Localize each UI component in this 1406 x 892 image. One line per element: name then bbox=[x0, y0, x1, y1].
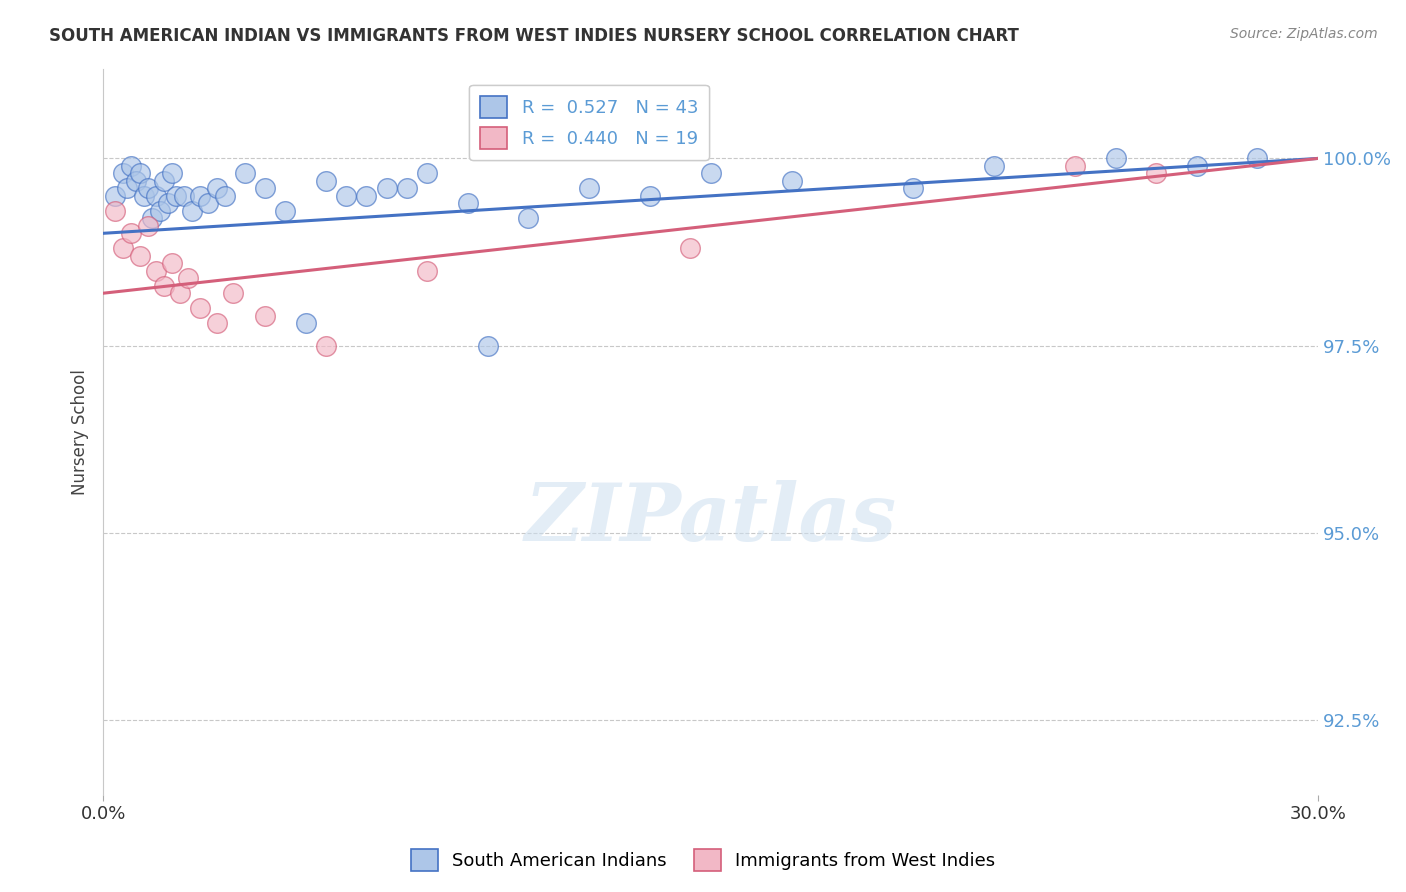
Text: ZIPatlas: ZIPatlas bbox=[524, 480, 897, 558]
Point bbox=[153, 278, 176, 293]
Point bbox=[679, 241, 702, 255]
Point bbox=[254, 181, 277, 195]
Point bbox=[780, 174, 803, 188]
Point bbox=[121, 159, 143, 173]
Point bbox=[188, 189, 211, 203]
Point bbox=[983, 159, 1005, 173]
Point bbox=[128, 166, 150, 180]
Y-axis label: Nursery School: Nursery School bbox=[72, 369, 89, 495]
Point bbox=[638, 189, 661, 203]
Point bbox=[578, 181, 600, 195]
Point bbox=[1144, 166, 1167, 180]
Point bbox=[375, 181, 398, 195]
Point bbox=[214, 189, 236, 203]
Legend: R =  0.527   N = 43, R =  0.440   N = 19: R = 0.527 N = 43, R = 0.440 N = 19 bbox=[470, 85, 709, 160]
Point bbox=[1104, 152, 1126, 166]
Point bbox=[517, 211, 540, 226]
Point bbox=[160, 256, 183, 270]
Point bbox=[901, 181, 924, 195]
Legend: South American Indians, Immigrants from West Indies: South American Indians, Immigrants from … bbox=[404, 842, 1002, 879]
Point bbox=[132, 189, 155, 203]
Point bbox=[145, 264, 167, 278]
Point bbox=[121, 227, 143, 241]
Point bbox=[274, 203, 297, 218]
Point bbox=[395, 181, 418, 195]
Point bbox=[173, 189, 195, 203]
Point bbox=[153, 174, 176, 188]
Point bbox=[112, 241, 135, 255]
Point bbox=[1185, 159, 1208, 173]
Point bbox=[181, 203, 204, 218]
Point bbox=[416, 166, 439, 180]
Point bbox=[1064, 159, 1087, 173]
Point bbox=[315, 174, 337, 188]
Text: SOUTH AMERICAN INDIAN VS IMMIGRANTS FROM WEST INDIES NURSERY SCHOOL CORRELATION : SOUTH AMERICAN INDIAN VS IMMIGRANTS FROM… bbox=[49, 27, 1019, 45]
Point bbox=[222, 286, 245, 301]
Text: Source: ZipAtlas.com: Source: ZipAtlas.com bbox=[1230, 27, 1378, 41]
Point bbox=[128, 249, 150, 263]
Point bbox=[136, 219, 159, 233]
Point bbox=[699, 166, 721, 180]
Point bbox=[141, 211, 163, 226]
Point bbox=[197, 196, 219, 211]
Point bbox=[104, 203, 127, 218]
Point bbox=[294, 316, 316, 330]
Point bbox=[124, 174, 146, 188]
Point bbox=[156, 196, 179, 211]
Point bbox=[205, 316, 228, 330]
Point bbox=[149, 203, 172, 218]
Point bbox=[188, 301, 211, 316]
Point bbox=[457, 196, 479, 211]
Point bbox=[1246, 152, 1268, 166]
Point bbox=[335, 189, 357, 203]
Point bbox=[160, 166, 183, 180]
Point bbox=[136, 181, 159, 195]
Point bbox=[416, 264, 439, 278]
Point bbox=[104, 189, 127, 203]
Point bbox=[233, 166, 256, 180]
Point bbox=[117, 181, 139, 195]
Point bbox=[145, 189, 167, 203]
Point bbox=[477, 339, 499, 353]
Point bbox=[112, 166, 135, 180]
Point bbox=[177, 271, 200, 285]
Point bbox=[356, 189, 378, 203]
Point bbox=[169, 286, 191, 301]
Point bbox=[254, 309, 277, 323]
Point bbox=[205, 181, 228, 195]
Point bbox=[315, 339, 337, 353]
Point bbox=[165, 189, 187, 203]
